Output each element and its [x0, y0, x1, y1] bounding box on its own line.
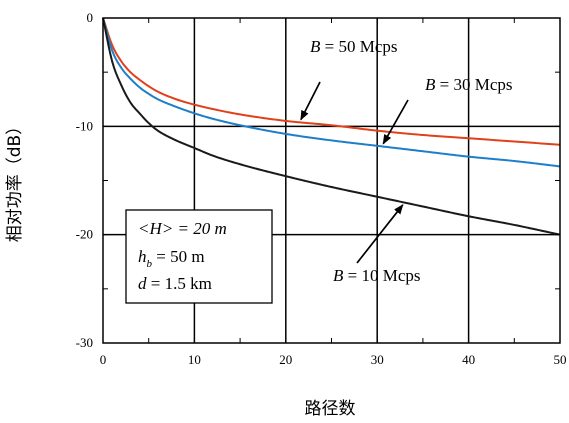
annotation-arrow [356, 204, 404, 264]
x-tick-label: 40 [462, 352, 475, 367]
series-line-2 [102, 17, 561, 168]
annotation-arrow [300, 81, 321, 121]
y-tick-label: -10 [76, 118, 93, 133]
annotation-arrow [382, 99, 409, 145]
series-label: B = 10 Mcps [333, 266, 421, 285]
series-line-3 [102, 17, 561, 236]
parameter-h: <H> = 20 m [138, 219, 227, 238]
y-tick-label: 0 [87, 10, 94, 25]
x-tick-label: 0 [100, 352, 107, 367]
x-axis-title: 路径数 [305, 399, 356, 419]
annotation-layer: B = 50 Mcps B = 30 Mcps B = 10 Mcps [300, 37, 513, 285]
tick-layer: 0 10 20 30 40 50 0 -10 -20 -30 [76, 10, 567, 367]
series-label: B = 30 Mcps [425, 75, 513, 94]
parameter-d-value: = 1.5 km [147, 274, 212, 293]
y-tick-label: -30 [76, 335, 93, 350]
x-tick-label: 30 [371, 352, 384, 367]
parameter-d: d = 1.5 km [138, 274, 212, 293]
x-tick-label: 50 [554, 352, 567, 367]
parameter-hb-sub: b [147, 258, 153, 270]
parameter-hb-var: h [138, 247, 147, 266]
x-tick-label: 20 [279, 352, 292, 367]
parameter-box: <H> = 20 m hb = 50 m d = 1.5 km [125, 209, 273, 304]
parameter-box-frame [125, 209, 273, 304]
y-tick-label: -20 [76, 227, 93, 242]
parameter-h-text: <H> = 20 m [138, 219, 227, 238]
parameter-hb-value: = 50 m [152, 247, 205, 266]
parameter-hb: hb = 50 m [138, 247, 205, 270]
x-tick-label: 10 [188, 352, 201, 367]
parameter-d-var: d [138, 274, 147, 293]
series-label: B = 50 Mcps [310, 37, 398, 56]
y-axis-title: 相对功率（dB） [5, 118, 25, 242]
series-layer [102, 17, 561, 236]
series-line-1 [102, 17, 561, 146]
